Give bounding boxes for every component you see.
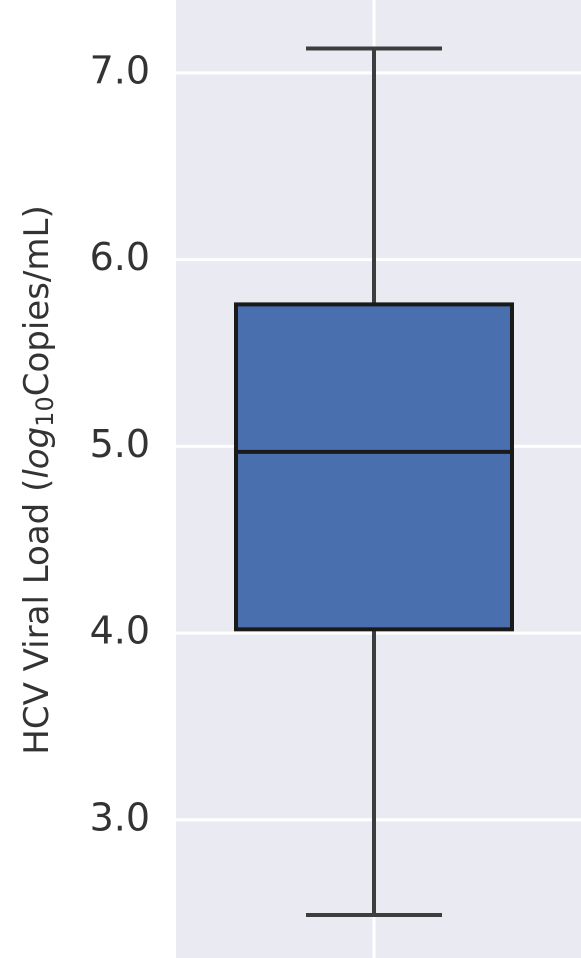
- box: [234, 302, 514, 632]
- y-tick-label: 6.0: [90, 235, 150, 279]
- y-label-text: HCV Viral Load (: [17, 479, 57, 755]
- y-tick-label: 3.0: [90, 795, 150, 839]
- y-axis-label: HCV Viral Load (log10Copies/mL): [17, 205, 60, 754]
- y-tick-label: 7.0: [90, 48, 150, 92]
- y-tick-label: 4.0: [90, 609, 150, 653]
- y-tick-label: 5.0: [90, 422, 150, 466]
- y-label-log: log: [17, 427, 57, 479]
- y-label-unit: Copies/mL): [17, 205, 57, 396]
- marks: [234, 46, 514, 918]
- y-label-subscript: 10: [31, 396, 59, 427]
